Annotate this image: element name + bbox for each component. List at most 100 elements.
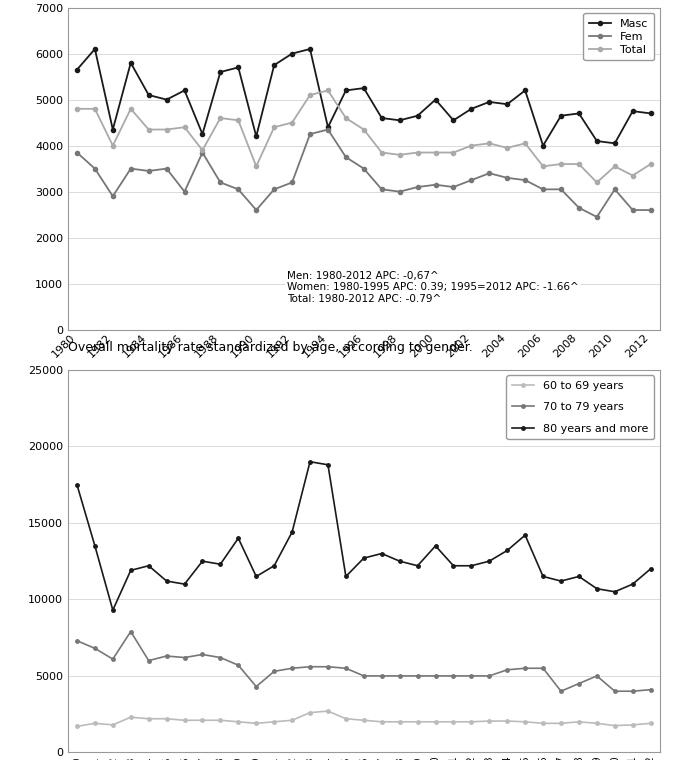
Total [593,178,601,187]
Total [145,125,153,134]
60 to 69 years [234,717,242,727]
70 to 79 years [73,636,81,645]
Total [575,160,583,169]
Fem [396,187,404,196]
60 to 69 years [647,719,655,728]
Fem [324,125,332,134]
Fem [647,205,655,214]
Masc [342,86,350,95]
60 to 69 years [557,719,565,728]
Fem [163,164,171,173]
60 to 69 years [377,717,386,727]
Masc [145,90,153,100]
Total [270,122,278,131]
Masc [431,95,439,104]
60 to 69 years [270,717,278,727]
60 to 69 years [163,714,171,724]
Masc [521,86,529,95]
80 years and more [109,606,117,615]
70 to 79 years [575,679,583,688]
Fem [593,212,601,221]
Masc [575,109,583,118]
60 to 69 years [503,717,511,726]
Fem [449,182,458,192]
Total [163,125,171,134]
80 years and more [73,480,81,489]
Masc [180,86,188,95]
70 to 79 years [252,682,260,691]
Fem [199,148,207,157]
60 to 69 years [396,717,404,727]
Total [306,90,314,100]
60 to 69 years [216,716,224,725]
Masc [163,95,171,104]
60 to 69 years [199,716,207,725]
80 years and more [503,546,511,555]
Line: 60 to 69 years: 60 to 69 years [75,709,652,728]
Total [396,150,404,160]
Fem [180,187,188,196]
60 to 69 years [449,717,458,727]
70 to 79 years [270,667,278,676]
Fem [216,178,224,187]
Masc [611,139,619,148]
Masc [486,97,494,106]
80 years and more [199,556,207,565]
Total [216,113,224,122]
60 to 69 years [431,717,439,727]
Total [288,118,296,127]
Masc [628,106,636,116]
Total [342,113,350,122]
Total [234,116,242,125]
Fem [91,164,99,173]
60 to 69 years [593,719,601,728]
Masc [216,68,224,77]
70 to 79 years [396,671,404,680]
80 years and more [467,561,475,570]
80 years and more [163,577,171,586]
80 years and more [431,541,439,550]
70 to 79 years [557,686,565,695]
Total [377,148,386,157]
Total [252,162,260,171]
70 to 79 years [216,653,224,662]
Total [324,86,332,95]
Masc [467,104,475,113]
Masc [396,116,404,125]
Legend: 60 to 69 years, 70 to 79 years, 80 years and more: 60 to 69 years, 70 to 79 years, 80 years… [507,375,654,439]
70 to 79 years [486,671,494,680]
Line: Total: Total [75,88,653,185]
Fem [252,205,260,214]
Total [521,139,529,148]
Total [647,160,655,169]
Fem [413,182,422,192]
Masc [449,116,458,125]
Total [126,104,135,113]
Total [180,122,188,131]
Masc [306,44,314,53]
80 years and more [234,534,242,543]
80 years and more [377,549,386,558]
Total [431,148,439,157]
80 years and more [91,541,99,550]
70 to 79 years [413,671,422,680]
70 to 79 years [342,663,350,673]
60 to 69 years [324,707,332,716]
Fem [486,169,494,178]
Fem [306,129,314,138]
60 to 69 years [145,714,153,724]
80 years and more [628,580,636,589]
Total [91,104,99,113]
Masc [199,129,207,138]
60 to 69 years [611,721,619,730]
80 years and more [216,559,224,568]
Masc [252,132,260,141]
80 years and more [180,580,188,589]
80 years and more [342,572,350,581]
Masc [647,109,655,118]
Total [73,104,81,113]
Total [539,162,547,171]
Fem [628,205,636,214]
Fem [145,166,153,176]
80 years and more [270,561,278,570]
